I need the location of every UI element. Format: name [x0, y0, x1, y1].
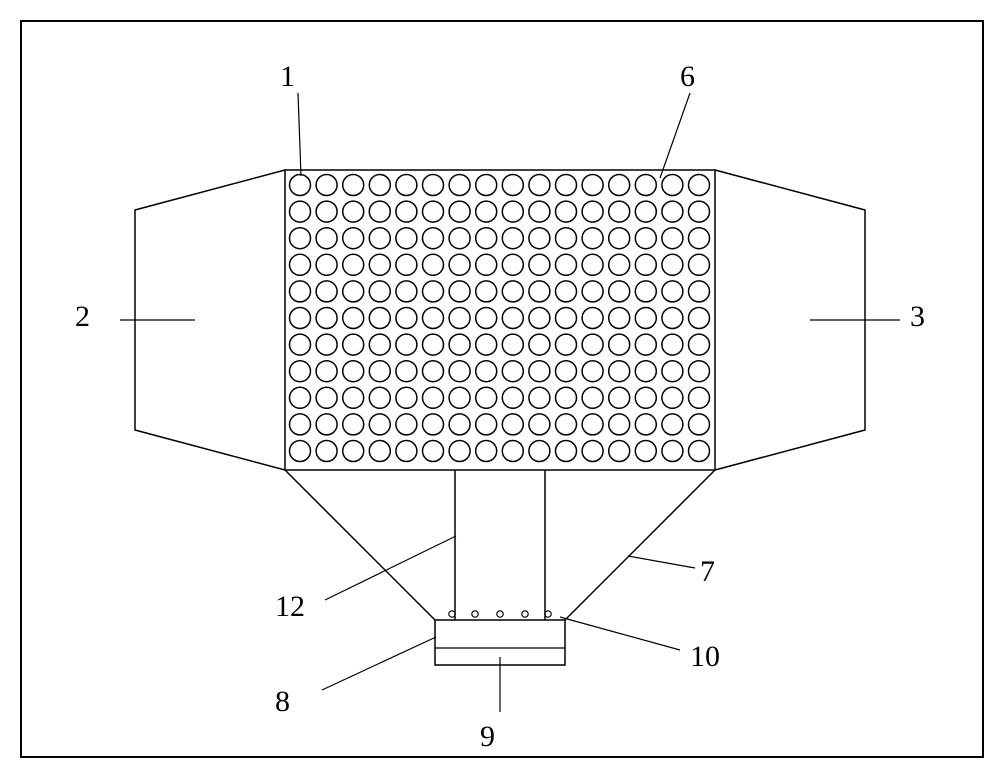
- callout-7: 7: [700, 555, 715, 589]
- callout-12: 12: [275, 590, 305, 624]
- callout-10: 10: [690, 640, 720, 674]
- callout-3: 3: [910, 300, 925, 334]
- callout-9: 9: [480, 720, 495, 754]
- callout-2: 2: [75, 300, 90, 334]
- outer-frame: [20, 20, 984, 758]
- callout-6: 6: [680, 60, 695, 94]
- callout-1: 1: [280, 60, 295, 94]
- callout-8: 8: [275, 685, 290, 719]
